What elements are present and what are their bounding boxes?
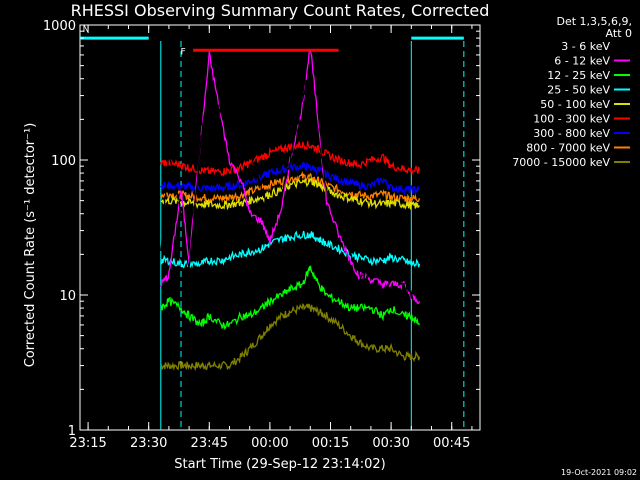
legend-entry-label: 300 - 800 keV: [533, 127, 610, 140]
state-bar-label: N: [83, 25, 90, 35]
y-tick-label: 100: [51, 154, 76, 169]
series-line-7000-15000-kev: [160, 302, 421, 372]
series-line-100-300-kev: [160, 141, 421, 177]
plot-frame: [79, 24, 481, 431]
x-tick-label: 23:30: [130, 436, 167, 451]
x-tick-label: 00:15: [312, 436, 349, 451]
y-tick-label: 1: [68, 424, 76, 439]
y-tick-label: 10: [59, 289, 76, 304]
legend-entry-label: 3 - 6 keV: [561, 40, 610, 53]
legend-header-line: Att 0: [606, 27, 632, 40]
series-line-50-100-kev: [160, 177, 420, 211]
x-tick-label: 23:45: [191, 436, 228, 451]
series-line-300-800-kev: [160, 161, 421, 196]
state-bar-label: F: [181, 47, 186, 57]
legend-entry-label: 100 - 300 keV: [533, 113, 610, 126]
x-tick-label: 23:15: [69, 436, 106, 451]
x-tick-label: 00:30: [372, 436, 409, 451]
series-line-25-50-kev: [160, 230, 421, 269]
y-tick-label: 1000: [43, 19, 76, 34]
x-tick-label: 00:00: [251, 436, 288, 451]
legend-entry-label: 7000 - 15000 keV: [512, 156, 610, 169]
x-tick-label: 00:45: [433, 436, 470, 451]
series-line-800-7000-kev: [160, 170, 421, 205]
series-line-3-6-kev: [160, 64, 421, 310]
legend-entry-label: 800 - 7000 keV: [526, 142, 610, 155]
chart-title: RHESSI Observing Summary Count Rates, Co…: [71, 1, 490, 20]
y-axis-label: Corrected Count Rate (s⁻¹ detector⁻¹): [23, 123, 38, 368]
legend-entry-label: 12 - 25 keV: [547, 69, 610, 82]
legend-entry-label: 25 - 50 keV: [547, 84, 610, 97]
x-axis-label: Start Time (29-Sep-12 23:14:02): [174, 457, 385, 472]
series-line-12-25-kev: [160, 265, 420, 330]
legend-entry-label: 6 - 12 keV: [554, 55, 610, 68]
footer-date: 19-Oct-2021 09:02: [561, 468, 637, 477]
legend-entry-label: 50 - 100 keV: [540, 98, 610, 111]
legend-header-line: Det 1,3,5,6,9,: [556, 15, 632, 28]
